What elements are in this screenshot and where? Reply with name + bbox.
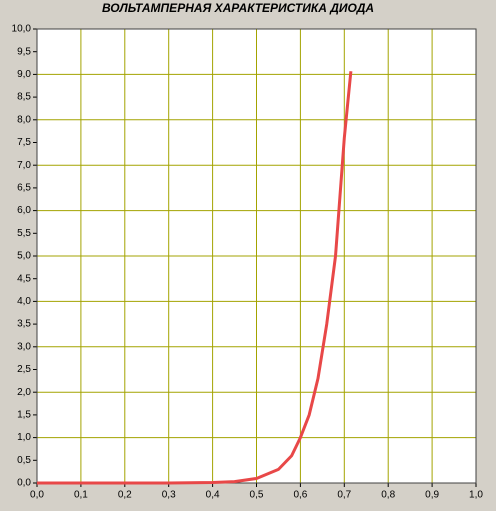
plot-frame: [36, 28, 477, 484]
y-tick-label: 6,5: [17, 183, 31, 194]
data-line: [37, 71, 353, 485]
x-tick-label: 0,8: [381, 490, 395, 501]
chart-title: ВОЛЬТАМПЕРНАЯ ХАРАКТЕРИСТИКА ДИОДА: [102, 1, 374, 15]
y-tick-label: 0,0: [17, 478, 31, 489]
x-tick-label: 0,7: [337, 490, 351, 501]
x-tick-label: 0,2: [118, 490, 132, 501]
y-tick-label: 5,5: [17, 228, 31, 239]
y-tick-label: 6,0: [17, 205, 31, 216]
y-tick-label: 7,0: [17, 160, 31, 171]
x-tick-label: 0,3: [162, 490, 176, 501]
y-tick-label: 4,0: [17, 296, 31, 307]
x-tick-label: 0,6: [293, 490, 307, 501]
y-tick-label: 0,5: [17, 455, 31, 466]
y-tick-label: 2,5: [17, 364, 31, 375]
y-tick-label: 7,5: [17, 137, 31, 148]
y-tick-label: 10,0: [12, 24, 32, 35]
x-tick-label: 0,9: [425, 490, 439, 501]
x-tick-label: 0,0: [30, 490, 44, 501]
x-tick-label: 0,5: [250, 490, 264, 501]
y-tick-label: 8,5: [17, 92, 31, 103]
x-tick-label: 0,1: [74, 490, 88, 501]
y-tick-label: 8,0: [17, 114, 31, 125]
x-tick-label: 0,4: [206, 490, 220, 501]
y-tick-label: 1,5: [17, 410, 31, 421]
y-tick-label: 3,5: [17, 319, 31, 330]
y-tick-label: 4,5: [17, 273, 31, 284]
y-tick-label: 9,5: [17, 46, 31, 57]
y-tick-label: 1,0: [17, 432, 31, 443]
y-tick-label: 9,0: [17, 69, 31, 80]
x-tick-label: 1,0: [469, 490, 483, 501]
y-tick-label: 2,0: [17, 387, 31, 398]
y-tick-label: 5,0: [17, 251, 31, 262]
y-tick-label: 3,0: [17, 341, 31, 352]
